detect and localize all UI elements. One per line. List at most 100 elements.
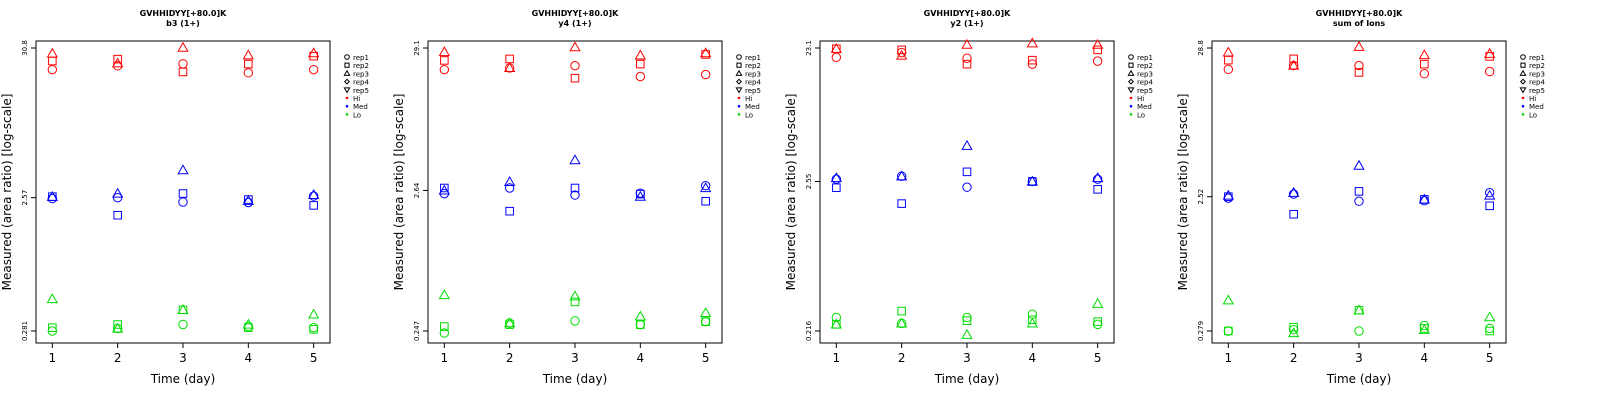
y-tick-label: 30.8 bbox=[21, 40, 29, 56]
x-tick-label: 3 bbox=[179, 351, 187, 365]
x-tick-label: 1 bbox=[833, 351, 841, 365]
chart-subtitle: sum of Ions bbox=[1333, 19, 1386, 28]
data-point bbox=[1354, 60, 1364, 71]
data-point bbox=[307, 189, 320, 200]
data-point bbox=[570, 73, 580, 83]
plot-frame bbox=[35, 40, 331, 344]
data-point bbox=[831, 52, 842, 63]
data-point bbox=[47, 64, 58, 75]
data-point bbox=[961, 328, 973, 339]
plot-frame bbox=[819, 40, 1115, 344]
legend-marker bbox=[737, 113, 741, 116]
legend-marker bbox=[737, 104, 741, 108]
chart-panel-b3: GVHHIDYY[+80.0]K b3 (1+) Time (day) Meas… bbox=[0, 9, 369, 386]
data-point bbox=[1483, 189, 1496, 200]
data-point bbox=[962, 167, 972, 177]
data-point bbox=[699, 47, 712, 58]
x-tick-label: 3 bbox=[963, 351, 971, 365]
data-point bbox=[1224, 326, 1233, 336]
data-point bbox=[830, 318, 843, 329]
data-point bbox=[961, 139, 973, 150]
legend-label: rep1 bbox=[1529, 54, 1545, 62]
y-axis-label: Measured (area ratio) [log-scale] bbox=[0, 94, 14, 291]
data-point bbox=[962, 182, 972, 192]
data-point bbox=[1027, 309, 1038, 319]
data-point bbox=[1419, 69, 1430, 79]
legend-label: Med bbox=[1529, 103, 1544, 111]
x-tick-label: 5 bbox=[1094, 351, 1102, 365]
data-point bbox=[1092, 56, 1103, 66]
x-tick-label: 4 bbox=[1029, 351, 1037, 365]
data-point bbox=[962, 53, 972, 63]
legend-marker bbox=[345, 113, 349, 116]
legend-marker bbox=[343, 87, 351, 94]
x-tick-label: 5 bbox=[1486, 351, 1494, 365]
data-point bbox=[48, 323, 57, 332]
data-point bbox=[111, 57, 124, 68]
y-axis-label: Measured (area ratio) [log-scale] bbox=[392, 94, 406, 291]
data-point bbox=[1091, 38, 1104, 49]
legend-label: Hi bbox=[1529, 95, 1536, 103]
legend-marker bbox=[736, 62, 742, 68]
data-point bbox=[962, 59, 972, 69]
chart-title: GVHHIDYY[+80.0]K bbox=[924, 9, 1012, 18]
chart-title: GVHHIDYY[+80.0]K bbox=[532, 9, 620, 18]
chart-title: GVHHIDYY[+80.0]K bbox=[1316, 9, 1404, 18]
y-tick-label: 2.52 bbox=[1197, 189, 1205, 205]
data-point bbox=[831, 312, 842, 323]
legend-label: Lo bbox=[745, 111, 753, 119]
data-point bbox=[439, 328, 450, 338]
data-point bbox=[895, 49, 908, 60]
data-point bbox=[46, 293, 59, 304]
data-point bbox=[1289, 209, 1298, 219]
legend-label: rep2 bbox=[745, 62, 761, 70]
x-tick-label: 2 bbox=[506, 351, 514, 365]
data-point bbox=[113, 320, 122, 329]
data-point bbox=[242, 194, 255, 205]
data-point bbox=[897, 306, 906, 316]
legend-label: rep3 bbox=[1529, 70, 1545, 78]
x-tick-label: 4 bbox=[637, 351, 645, 365]
chart-subtitle: y2 (1+) bbox=[950, 19, 983, 28]
data-point bbox=[700, 316, 711, 327]
data-point bbox=[113, 54, 122, 64]
data-point bbox=[438, 289, 451, 300]
data-point bbox=[307, 47, 320, 58]
x-axis-label: Time (day) bbox=[934, 372, 1000, 386]
data-point bbox=[634, 310, 647, 321]
data-point bbox=[503, 176, 516, 186]
data-point bbox=[1353, 304, 1365, 315]
data-point bbox=[307, 308, 320, 319]
data-point bbox=[439, 64, 450, 75]
legend-marker bbox=[344, 54, 350, 60]
legend-label: Lo bbox=[1529, 111, 1537, 119]
legend-label: rep4 bbox=[745, 79, 761, 87]
data-point bbox=[242, 318, 255, 329]
data-point bbox=[570, 316, 580, 326]
data-point bbox=[1093, 185, 1102, 194]
y-tick-label: 28.8 bbox=[1197, 40, 1205, 56]
data-point bbox=[570, 297, 580, 307]
legend-label: rep4 bbox=[1529, 79, 1545, 87]
chart-panel-y2: GVHHIDYY[+80.0]K y2 (1+) Time (day) Meas… bbox=[784, 9, 1153, 386]
data-point bbox=[177, 41, 189, 52]
data-point bbox=[700, 180, 711, 191]
legend-label: Med bbox=[1137, 103, 1152, 111]
x-tick-label: 1 bbox=[49, 351, 57, 365]
data-point bbox=[1093, 45, 1102, 55]
data-point bbox=[309, 325, 318, 334]
data-point bbox=[242, 49, 255, 60]
y-tick-label: 29.1 bbox=[413, 40, 421, 56]
data-point bbox=[1484, 323, 1495, 334]
data-point bbox=[1026, 317, 1039, 328]
data-point bbox=[48, 56, 57, 66]
data-point bbox=[46, 190, 59, 201]
data-point bbox=[504, 183, 515, 193]
data-point bbox=[178, 59, 188, 69]
data-point bbox=[438, 184, 451, 195]
legend-marker bbox=[345, 104, 349, 108]
y-tick-label: 0.247 bbox=[413, 321, 421, 341]
x-tick-label: 3 bbox=[571, 351, 579, 365]
data-point bbox=[1028, 315, 1037, 325]
